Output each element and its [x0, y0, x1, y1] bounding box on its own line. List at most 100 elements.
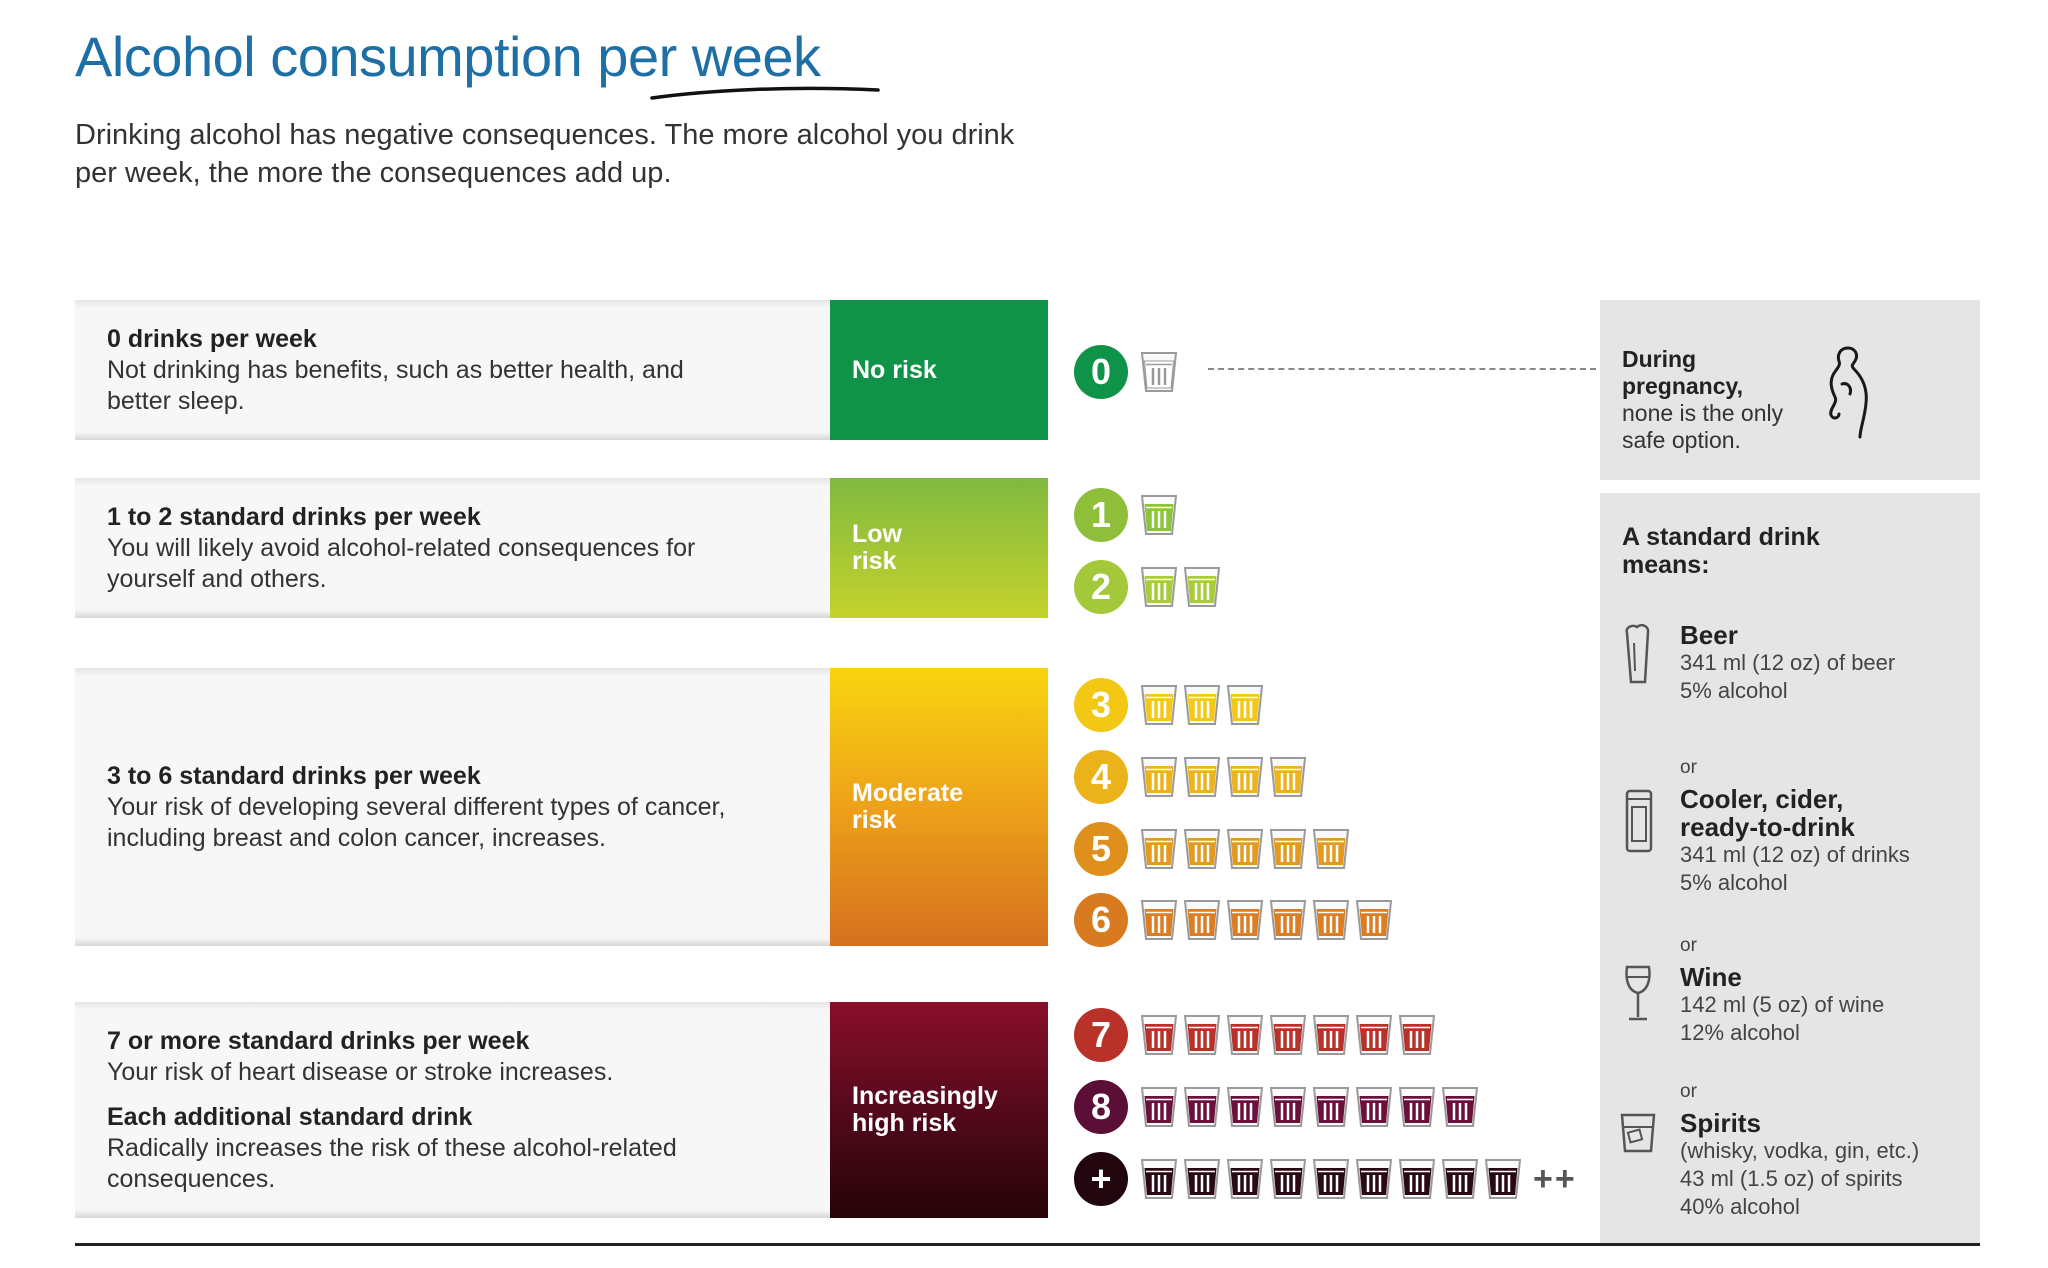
- row-text: Your risk of heart disease or stroke inc…: [107, 1057, 614, 1086]
- drink-volume: 341 ml (12 oz) of beer: [1680, 650, 1896, 675]
- pregnancy-heading: During pregnancy,: [1622, 346, 1743, 399]
- drink-item-cooler: Cooler, cider, ready-to-drink 341 ml (12…: [1680, 785, 1910, 897]
- glass-icon: [1398, 1087, 1436, 1127]
- glass-icon: [1140, 352, 1178, 392]
- bottom-rule: [75, 1243, 1980, 1246]
- glass-row: [1140, 899, 1398, 941]
- row-card-7-plus-drinks: 7 or more standard drinks per week Your …: [75, 1002, 830, 1218]
- pregnancy-box: During pregnancy, none is the only safe …: [1600, 300, 1980, 480]
- row-subtext: Radically increases the risk of these al…: [107, 1133, 677, 1193]
- glass-icon: [1269, 1087, 1307, 1127]
- row-text: You will likely avoid alcohol-related co…: [107, 533, 696, 593]
- glass-icon: [1140, 1087, 1178, 1127]
- row-card-1-2-drinks: 1 to 2 standard drinks per week You will…: [75, 478, 830, 618]
- drink-strength: 5% alcohol: [1680, 870, 1788, 895]
- drink-count-circle: 3: [1074, 678, 1128, 732]
- glass-icon: [1398, 1015, 1436, 1055]
- glass-icon: [1226, 757, 1264, 797]
- drink-count-circle: 2: [1074, 560, 1128, 614]
- row-heading: 3 to 6 standard drinks per week: [107, 761, 481, 790]
- pregnant-woman-icon: [1829, 346, 1868, 439]
- glass-row: [1140, 351, 1183, 393]
- glass-icon: [1355, 1087, 1393, 1127]
- row-heading: 1 to 2 standard drinks per week: [107, 502, 481, 531]
- glass-icon: [1183, 567, 1221, 607]
- drink-strength: 5% alcohol: [1680, 678, 1788, 703]
- glass-icon: [1312, 1159, 1350, 1199]
- glass-row: [1140, 756, 1312, 798]
- drink-count-circle: 8: [1074, 1080, 1128, 1134]
- title-underline-decoration: [650, 86, 880, 100]
- drink-count-circle: 5: [1074, 822, 1128, 876]
- glass-icon: [1183, 1087, 1221, 1127]
- glass-row: [1140, 684, 1269, 726]
- glass-row: [1140, 1086, 1484, 1128]
- drink-count-circle: 1: [1074, 488, 1128, 542]
- glass-icon: [1183, 1015, 1221, 1055]
- glass-icon: [1140, 495, 1178, 535]
- glass-icon: [1183, 900, 1221, 940]
- beer-mug-icon: [1625, 623, 1650, 684]
- glass-icon: [1269, 900, 1307, 940]
- risk-label-no-risk: No risk: [830, 300, 1048, 440]
- glass-icon: [1140, 567, 1178, 607]
- spirits-glass-icon: [1620, 1113, 1656, 1153]
- intro-text: Drinking alcohol has negative consequenc…: [75, 119, 1015, 189]
- row-heading: 7 or more standard drinks per week: [107, 1026, 530, 1055]
- glass-icon: [1140, 900, 1178, 940]
- glass-icon: [1226, 1087, 1264, 1127]
- glass-icon: [1226, 685, 1264, 725]
- row-card-3-6-drinks: 3 to 6 standard drinks per week Your ris…: [75, 668, 830, 946]
- drink-count-circle: +: [1074, 1152, 1128, 1206]
- or-separator: or: [1680, 935, 1697, 956]
- glass-row: [1140, 828, 1355, 870]
- row-card-0-drinks: 0 drinks per week Not drinking has benef…: [75, 300, 830, 440]
- glass-icon: [1140, 757, 1178, 797]
- glass-icon: [1355, 1015, 1393, 1055]
- or-separator: or: [1680, 757, 1697, 778]
- risk-label-text: Moderate risk: [852, 779, 964, 834]
- glass-icon: [1484, 1159, 1522, 1199]
- glass-icon: [1312, 829, 1350, 869]
- dashed-connector-line: [1208, 368, 1596, 370]
- row-spacer: [107, 1088, 830, 1102]
- drink-item-beer: Beer 341 ml (12 oz) of beer 5% alcohol: [1680, 621, 1895, 705]
- glass-icon: [1441, 1087, 1479, 1127]
- row-subheading: Each additional standard drink: [107, 1102, 473, 1131]
- glass-icon: [1183, 757, 1221, 797]
- glass-icon: [1312, 1015, 1350, 1055]
- risk-label-text: No risk: [852, 355, 937, 384]
- drink-count-circle: 7: [1074, 1008, 1128, 1062]
- can-icon: [1625, 789, 1653, 853]
- drink-name: Spirits: [1680, 1108, 1761, 1138]
- risk-label-low-risk: Low risk: [830, 478, 1048, 618]
- drink-count-circle: 6: [1074, 893, 1128, 947]
- glass-icon: [1140, 685, 1178, 725]
- glass-icon: [1183, 829, 1221, 869]
- standard-drink-title: A standard drink means:: [1622, 523, 1820, 579]
- glass-row: ++: [1140, 1158, 1577, 1200]
- drink-name: Wine: [1680, 962, 1742, 992]
- glass-icon: [1269, 757, 1307, 797]
- drink-count-circle: 4: [1074, 750, 1128, 804]
- drink-examples: (whisky, vodka, gin, etc.): [1680, 1138, 1920, 1163]
- risk-label-moderate-risk: Moderate risk: [830, 668, 1048, 946]
- glass-icon: [1226, 1159, 1264, 1199]
- glass-icon: [1441, 1159, 1479, 1199]
- page-title: Alcohol consumption per week: [75, 25, 821, 88]
- pregnancy-note: none is the only safe option.: [1622, 400, 1784, 453]
- drink-item-wine: Wine 142 ml (5 oz) of wine 12% alcohol: [1680, 963, 1884, 1047]
- glass-icon: [1226, 1015, 1264, 1055]
- glass-row: [1140, 494, 1183, 536]
- glass-icon: [1269, 829, 1307, 869]
- drink-volume: 43 ml (1.5 oz) of spirits: [1680, 1166, 1903, 1191]
- drink-strength: 40% alcohol: [1680, 1194, 1800, 1219]
- risk-label-increasingly-high-risk: Increasingly high risk: [830, 1002, 1048, 1218]
- drink-name: Beer: [1680, 620, 1738, 650]
- drink-strength: 12% alcohol: [1680, 1020, 1800, 1045]
- drink-item-spirits: Spirits (whisky, vodka, gin, etc.) 43 ml…: [1680, 1109, 1919, 1221]
- glass-row: [1140, 566, 1226, 608]
- glass-icon: [1355, 900, 1393, 940]
- more-drinks-indicator: ++: [1533, 1159, 1577, 1198]
- drink-count-circle: 0: [1074, 345, 1128, 399]
